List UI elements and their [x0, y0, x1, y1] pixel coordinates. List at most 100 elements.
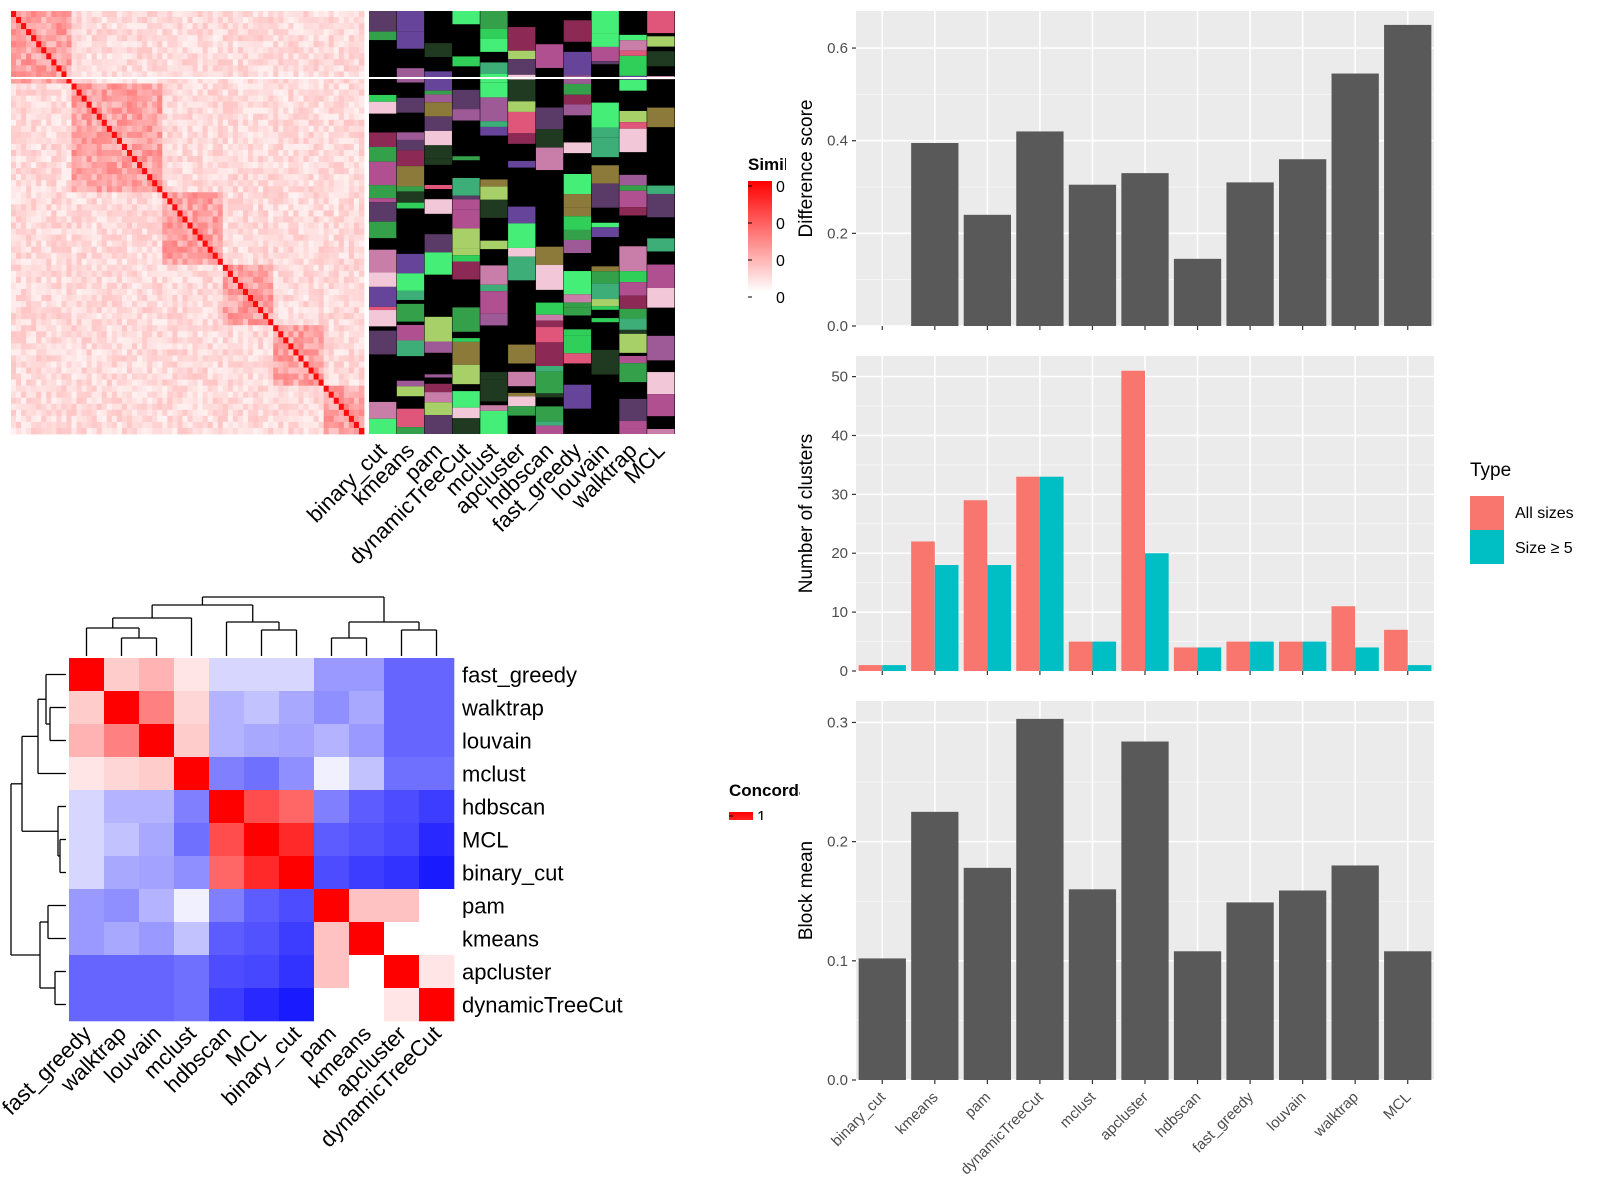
similarity-cell	[192, 325, 198, 332]
similarity-cell	[21, 95, 27, 103]
similarity-cell	[152, 77, 158, 84]
similarity-cell	[121, 355, 128, 362]
similarity-cell	[348, 403, 355, 411]
similarity-cell	[162, 385, 168, 393]
similarity-cell	[187, 29, 193, 36]
similarity-cell	[343, 409, 350, 417]
similarity-cell	[132, 270, 138, 278]
similarity-cell	[187, 180, 193, 187]
similarity-cell	[76, 391, 82, 399]
similarity-cell	[323, 65, 330, 72]
similarity-cell	[56, 421, 62, 429]
similarity-cell	[51, 301, 57, 308]
similarity-cell	[263, 192, 269, 199]
similarity-cell	[96, 113, 103, 121]
similarity-cell	[298, 29, 304, 36]
annotation-segment	[424, 252, 452, 275]
similarity-cell	[242, 325, 249, 332]
similarity-cell	[348, 421, 355, 429]
similarity-cell	[278, 11, 284, 18]
similarity-cell	[56, 29, 62, 36]
similarity-cell	[253, 282, 259, 290]
similarity-cell	[187, 59, 193, 66]
similarity-cell	[348, 137, 355, 145]
similarity-cell	[273, 409, 279, 417]
similarity-cell	[61, 23, 67, 30]
similarity-cell	[16, 156, 22, 163]
similarity-cell	[16, 222, 22, 229]
similarity-cell	[222, 137, 229, 145]
similarity-cell	[333, 319, 340, 326]
similarity-cell	[237, 343, 244, 350]
similarity-cell	[81, 180, 88, 187]
similarity-cell	[66, 282, 72, 290]
similarity-cell	[86, 65, 93, 72]
similarity-cell	[76, 367, 82, 374]
similarity-cell	[116, 119, 123, 127]
similarity-cell	[36, 361, 42, 368]
similarity-cell	[182, 77, 188, 84]
similarity-cell	[121, 143, 128, 151]
similarity-cell	[358, 246, 365, 254]
similarity-cell	[86, 210, 93, 217]
similarity-cell	[328, 295, 335, 302]
similarity-cell	[273, 11, 279, 18]
similarity-cell	[16, 119, 22, 127]
similarity-cell	[283, 415, 289, 423]
similarity-cell	[26, 373, 32, 381]
similarity-cell	[273, 101, 279, 109]
similarity-cell	[106, 204, 113, 211]
similarity-cell	[182, 331, 188, 338]
similarity-cell	[333, 307, 340, 314]
similarity-cell	[328, 107, 335, 115]
similarity-cell	[303, 53, 309, 60]
similarity-cell	[318, 29, 325, 36]
similarity-cell	[157, 301, 163, 308]
annotation-segment	[452, 361, 480, 365]
similarity-cell	[222, 162, 229, 169]
similarity-cell	[172, 216, 178, 223]
similarity-cell	[147, 403, 153, 411]
similarity-cell	[147, 77, 153, 84]
similarity-cell	[232, 137, 239, 145]
similarity-cell	[51, 258, 57, 266]
similarity-cell	[91, 180, 98, 187]
similarity-cell	[101, 29, 108, 36]
similarity-cell	[207, 361, 214, 368]
annotation-segment	[480, 28, 508, 39]
similarity-cell	[212, 47, 219, 54]
similarity-cell	[268, 337, 274, 344]
similarity-cell	[217, 240, 224, 248]
similarity-cell	[157, 131, 163, 139]
similarity-cell	[303, 156, 309, 163]
similarity-cell	[147, 252, 153, 260]
similarity-cell	[192, 258, 198, 266]
similarity-cell	[227, 288, 234, 296]
similarity-cell	[328, 113, 335, 121]
similarity-cell	[232, 397, 239, 405]
similarity-cell	[323, 288, 330, 296]
similarity-cell	[152, 301, 158, 308]
similarity-cell	[21, 276, 27, 284]
similarity-cell	[11, 331, 17, 338]
similarity-cell	[111, 119, 118, 127]
similarity-cell	[96, 319, 103, 326]
similarity-cell	[106, 319, 113, 326]
similarity-cell	[293, 228, 299, 235]
similarity-cell	[147, 204, 153, 211]
similarity-cell	[197, 23, 204, 30]
similarity-cell	[132, 313, 138, 320]
similarity-cell	[152, 204, 158, 211]
similarity-cell	[227, 95, 234, 103]
similarity-cell	[303, 319, 309, 326]
similarity-cell	[207, 29, 214, 36]
similarity-cell	[21, 343, 27, 350]
similarity-cell	[81, 216, 88, 223]
similarity-cell	[293, 180, 299, 187]
similarity-cell	[187, 47, 193, 54]
similarity-cell	[182, 361, 188, 368]
similarity-cell	[197, 373, 204, 381]
similarity-cell	[11, 288, 17, 296]
similarity-cell	[253, 83, 259, 90]
similarity-cell	[192, 83, 198, 90]
